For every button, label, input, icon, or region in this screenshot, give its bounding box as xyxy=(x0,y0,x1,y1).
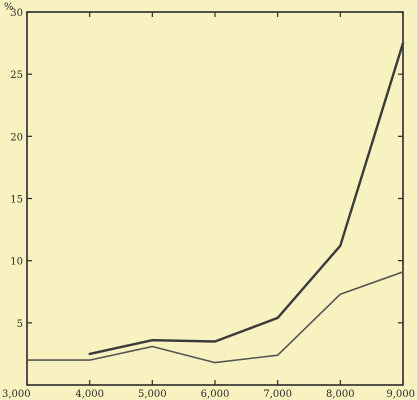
x-axis: 3,000 4,000 5,000 6,000 7,000 8,000 9,000 xyxy=(2,12,415,400)
x-tick-label: 5,000 xyxy=(138,389,167,400)
x-tick-label: 9,000 xyxy=(386,389,415,400)
y-axis: 5 10 15 20 25 30 xyxy=(10,8,403,330)
x-tick-label: 6,000 xyxy=(201,389,230,400)
y-tick-label: 5 xyxy=(17,319,23,330)
y-axis-unit-label: % xyxy=(4,2,14,13)
series-layer xyxy=(26,41,405,364)
x-tick-label: 8,000 xyxy=(326,389,355,400)
x-tick-label: 4,000 xyxy=(75,389,104,400)
x-tick-label: 3,000 xyxy=(2,389,31,400)
x-tick-label: 7,000 xyxy=(263,389,292,400)
series-line-2 xyxy=(26,271,404,364)
y-tick-label: 20 xyxy=(10,132,23,143)
plot-frame xyxy=(26,11,404,386)
series-line-1 xyxy=(88,41,405,356)
y-tick-label: 15 xyxy=(10,195,23,206)
y-tick-label: 30 xyxy=(10,8,23,19)
y-tick-label: 25 xyxy=(10,70,23,81)
y-tick-label: 10 xyxy=(10,257,23,268)
